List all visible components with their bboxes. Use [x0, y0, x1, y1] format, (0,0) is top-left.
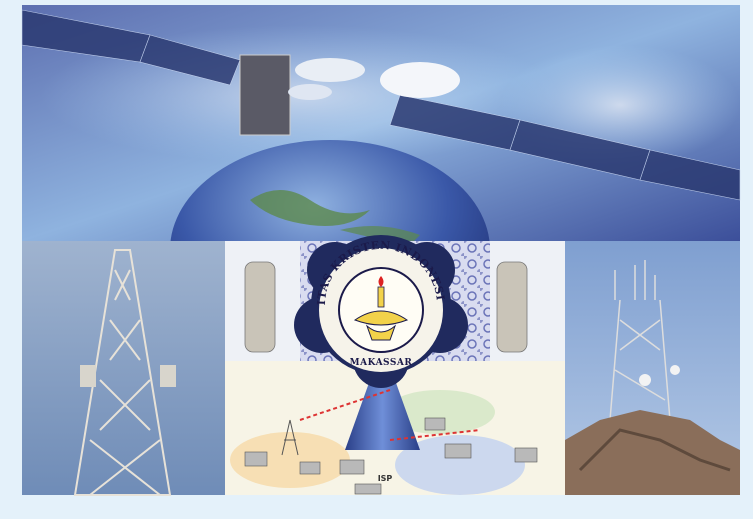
satellite-panel — [21, 5, 741, 360]
tower-left — [22, 241, 225, 496]
logo-city: MAKASSAR — [350, 358, 413, 368]
tower-right — [565, 241, 740, 495]
isp-label: ISP — [378, 474, 393, 483]
